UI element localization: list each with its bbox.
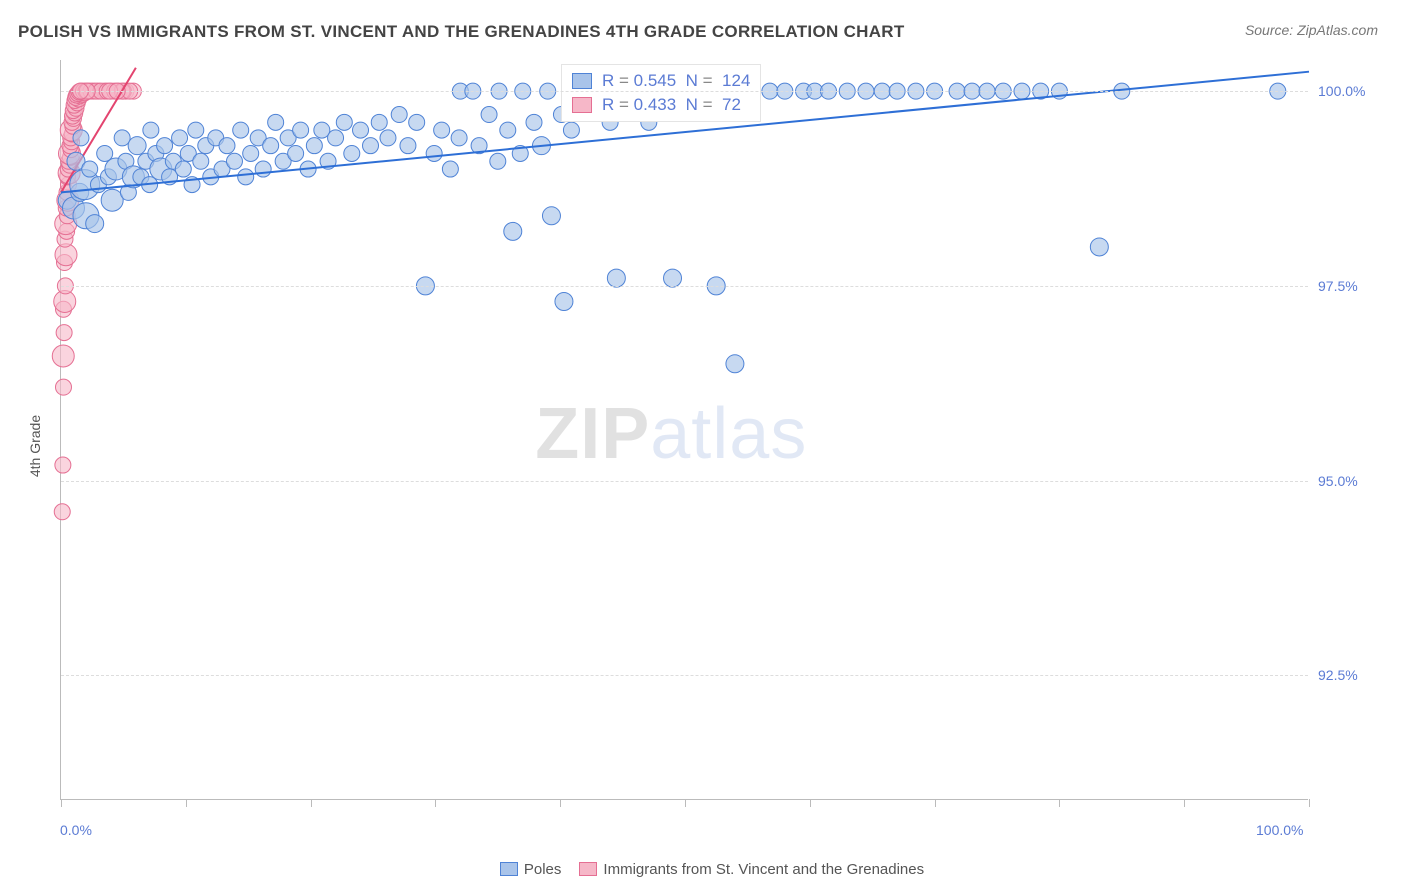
point-blue — [353, 122, 369, 138]
x-tick — [560, 799, 561, 807]
point-blue — [526, 114, 542, 130]
y-tick-label: 100.0% — [1318, 83, 1378, 99]
source-attribution: Source: ZipAtlas.com — [1245, 22, 1378, 38]
legend-r-label: R = 0.545 N = 124 — [602, 69, 750, 93]
legend-label: Poles — [524, 861, 562, 878]
point-blue — [542, 207, 560, 225]
x-tick — [311, 799, 312, 807]
point-blue — [434, 122, 450, 138]
point-blue — [238, 169, 254, 185]
point-blue — [255, 161, 271, 177]
point-blue — [371, 114, 387, 130]
point-blue — [442, 161, 458, 177]
point-blue — [400, 138, 416, 154]
x-tick — [186, 799, 187, 807]
x-tick — [810, 799, 811, 807]
point-blue — [363, 138, 379, 154]
point-blue — [263, 138, 279, 154]
point-pink — [56, 325, 72, 341]
legend-r-label: R = 0.433 N = 72 — [602, 93, 741, 117]
gridline — [61, 675, 1308, 676]
point-blue — [73, 130, 89, 146]
point-blue — [306, 138, 322, 154]
x-tick — [435, 799, 436, 807]
point-blue — [409, 114, 425, 130]
point-blue — [188, 122, 204, 138]
legend-row: R = 0.545 N = 124 — [572, 69, 750, 93]
point-blue — [391, 107, 407, 123]
point-blue — [226, 153, 242, 169]
point-blue — [490, 153, 506, 169]
point-blue — [268, 114, 284, 130]
point-blue — [664, 269, 682, 287]
x-tick — [1184, 799, 1185, 807]
point-blue — [328, 130, 344, 146]
point-blue — [726, 355, 744, 373]
correlation-legend: R = 0.545 N = 124R = 0.433 N = 72 — [561, 64, 761, 122]
legend-swatch — [579, 862, 597, 876]
point-blue — [504, 222, 522, 240]
scatter-svg — [61, 60, 1309, 800]
point-blue — [481, 107, 497, 123]
legend-row: R = 0.433 N = 72 — [572, 93, 750, 117]
point-blue — [293, 122, 309, 138]
point-blue — [101, 189, 123, 211]
point-blue — [193, 153, 209, 169]
legend-swatch — [572, 97, 592, 113]
point-blue — [143, 122, 159, 138]
point-pink — [55, 379, 71, 395]
gridline — [61, 481, 1308, 482]
point-blue — [344, 145, 360, 161]
point-blue — [288, 145, 304, 161]
x-axis-max-label: 100.0% — [1256, 822, 1303, 838]
point-blue — [82, 161, 98, 177]
point-blue — [500, 122, 516, 138]
chart-title: POLISH VS IMMIGRANTS FROM ST. VINCENT AN… — [18, 22, 905, 42]
x-tick — [1059, 799, 1060, 807]
point-blue — [157, 138, 173, 154]
y-tick-label: 97.5% — [1318, 278, 1378, 294]
point-blue — [380, 130, 396, 146]
y-tick-label: 92.5% — [1318, 667, 1378, 683]
plot-area: ZIPatlas R = 0.545 N = 124R = 0.433 N = … — [60, 60, 1308, 800]
x-tick — [61, 799, 62, 807]
x-axis-min-label: 0.0% — [60, 822, 92, 838]
point-blue — [86, 215, 104, 233]
y-axis-label: 4th Grade — [27, 415, 43, 477]
point-pink — [55, 457, 71, 473]
gridline — [61, 91, 1308, 92]
point-blue — [336, 114, 352, 130]
point-blue — [563, 122, 579, 138]
point-blue — [114, 130, 130, 146]
point-blue — [233, 122, 249, 138]
point-blue — [175, 161, 191, 177]
point-blue — [172, 130, 188, 146]
x-tick — [935, 799, 936, 807]
legend-label: Immigrants from St. Vincent and the Gren… — [603, 861, 924, 878]
legend-swatch — [500, 862, 518, 876]
point-blue — [243, 145, 259, 161]
point-blue — [451, 130, 467, 146]
point-blue — [128, 137, 146, 155]
point-blue — [1090, 238, 1108, 256]
point-blue — [219, 138, 235, 154]
point-pink — [52, 345, 74, 367]
x-tick — [1309, 799, 1310, 807]
point-blue — [555, 292, 573, 310]
x-tick — [685, 799, 686, 807]
series-legend: Poles Immigrants from St. Vincent and the… — [0, 861, 1406, 878]
point-pink — [54, 504, 70, 520]
y-tick-label: 95.0% — [1318, 473, 1378, 489]
point-blue — [426, 145, 442, 161]
legend-swatch — [572, 73, 592, 89]
gridline — [61, 286, 1308, 287]
point-blue — [607, 269, 625, 287]
